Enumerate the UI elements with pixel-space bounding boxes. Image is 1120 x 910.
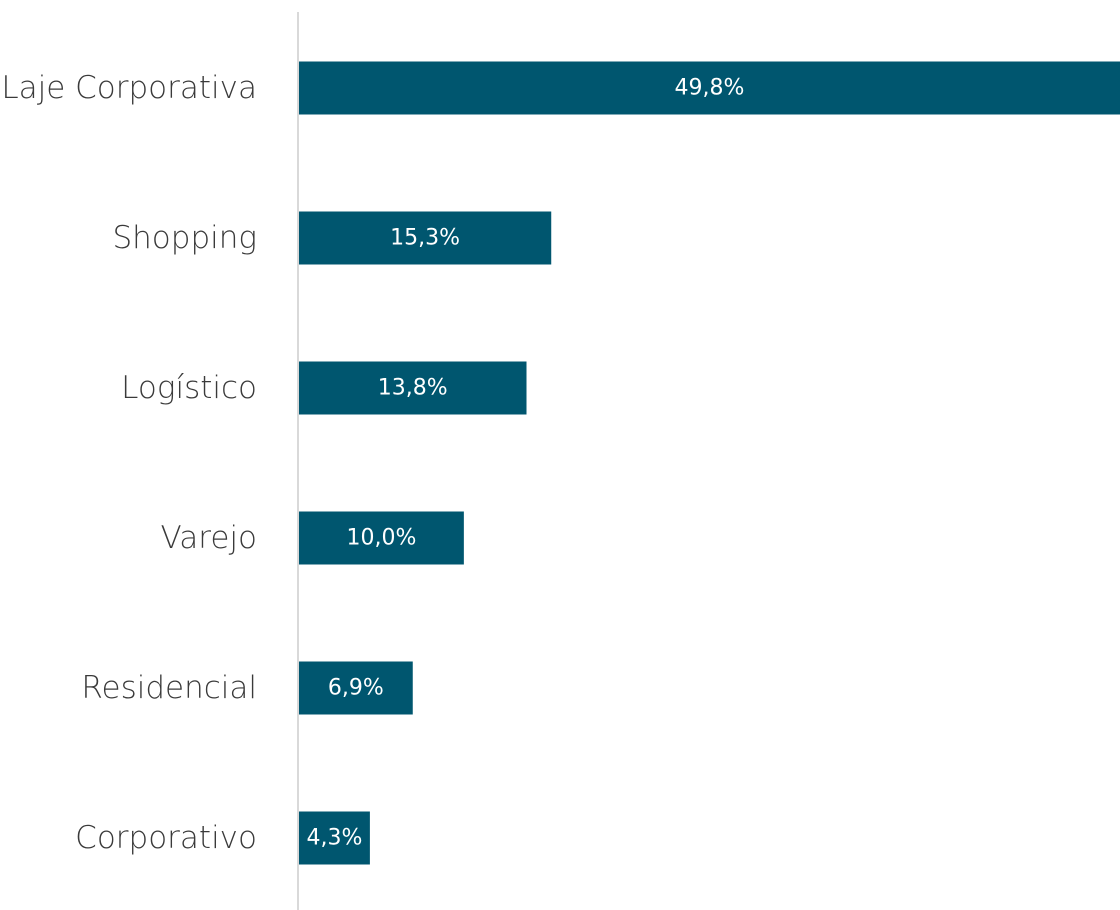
- category-label: Corporativo: [75, 820, 257, 856]
- bar: [299, 511, 464, 565]
- bar: [299, 811, 370, 865]
- bar: [299, 361, 527, 415]
- category-label: Residencial: [81, 670, 257, 706]
- bar: [299, 61, 1120, 115]
- bar: [299, 211, 552, 265]
- category-label: Shopping: [112, 220, 257, 256]
- value-label: 10,0%: [346, 526, 416, 551]
- bar: [299, 661, 413, 715]
- category-label: Varejo: [160, 520, 257, 556]
- value-label: 6,9%: [328, 676, 384, 701]
- value-label: 13,8%: [378, 376, 448, 401]
- value-label: 4,3%: [306, 826, 362, 851]
- category-label: Logístico: [121, 370, 257, 406]
- value-label: 15,3%: [390, 226, 460, 251]
- value-label: 49,8%: [675, 76, 745, 101]
- category-label: Laje Corporativa: [1, 70, 257, 106]
